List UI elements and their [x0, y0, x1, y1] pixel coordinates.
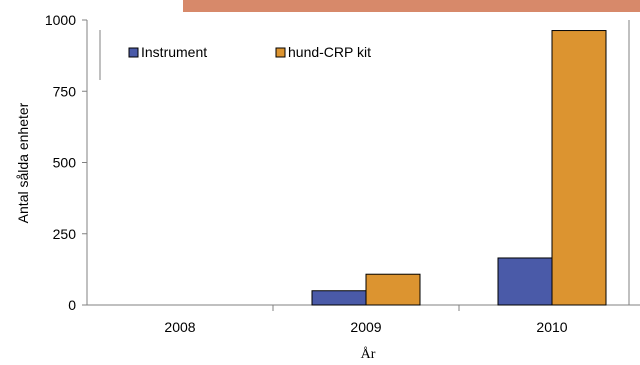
x-tick-label: 2009 — [350, 319, 381, 335]
y-tick-label: 750 — [53, 83, 77, 99]
y-tick-label: 1000 — [45, 12, 76, 28]
legend-swatch-instrument — [128, 47, 139, 58]
y-tick-label: 0 — [68, 297, 76, 313]
header-banner — [183, 0, 640, 12]
bars — [311, 30, 607, 306]
y-tick-label: 250 — [53, 226, 77, 242]
bar-instrument-2010 — [497, 257, 553, 306]
legend: Instrument hund-CRP kit — [128, 44, 371, 60]
x-ticks: 2008 2009 2010 — [164, 305, 568, 335]
y-ticks: 0 250 500 750 1000 — [45, 12, 87, 313]
x-tick-label: 2008 — [164, 319, 195, 335]
y-tick-label: 500 — [53, 155, 77, 171]
y-axis-label: Antal sålda enheter — [15, 102, 31, 223]
bar-kit-2010 — [551, 30, 607, 306]
x-axis-label: År — [361, 346, 376, 362]
legend-swatch-kit — [275, 47, 286, 58]
bar-instrument-2009 — [311, 290, 367, 306]
x-tick-label: 2010 — [536, 319, 567, 335]
legend-label-kit: hund-CRP kit — [288, 44, 371, 60]
legend-label-instrument: Instrument — [141, 44, 207, 60]
bar-kit-2009 — [365, 273, 421, 306]
